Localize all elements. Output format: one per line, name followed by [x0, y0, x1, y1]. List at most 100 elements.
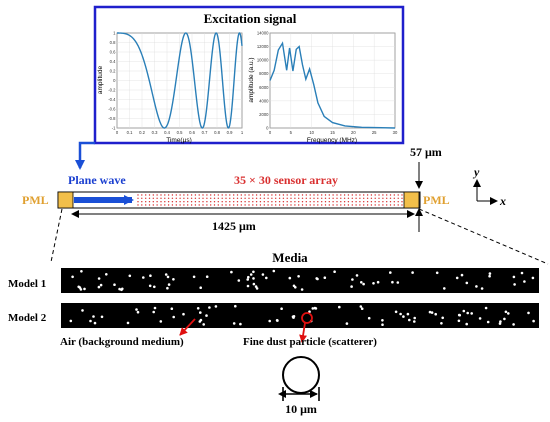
- model2-particle: [234, 304, 237, 308]
- sensor-point: [194, 204, 197, 206]
- model1-particle: [77, 285, 80, 289]
- sensor-point: [179, 194, 181, 196]
- pml-right-block: [403, 191, 420, 209]
- sensor-point: [221, 201, 223, 203]
- sensor-point: [179, 204, 181, 206]
- model1-particle: [105, 273, 108, 276]
- time-ytick-label: 0.2: [110, 69, 116, 74]
- sensor-point: [263, 201, 265, 203]
- model2-particle: [381, 323, 384, 327]
- sensor-point: [152, 194, 154, 196]
- time-ytick-label: 0: [113, 78, 116, 83]
- sensor-point: [217, 194, 219, 196]
- time-xtick-label: 0: [116, 130, 119, 135]
- model1-label: Model 1: [8, 278, 46, 290]
- sensor-point: [397, 201, 399, 203]
- sensor-point: [213, 197, 216, 199]
- model1-particle: [294, 286, 297, 289]
- model2-particle: [170, 307, 174, 311]
- model1-particle: [71, 275, 74, 279]
- particle-pointer-arrow: [299, 322, 308, 343]
- model2-particle: [93, 321, 97, 325]
- sensor-point: [393, 204, 395, 206]
- sensor-point: [363, 194, 365, 196]
- model2-particle: [159, 320, 163, 323]
- particle-zoom-circle: [282, 356, 320, 394]
- model2-particle: [153, 306, 157, 310]
- time-ytick-label: -0.2: [108, 88, 116, 93]
- model2-particle: [486, 320, 490, 324]
- sensor-point: [167, 201, 170, 203]
- model2-particle: [205, 314, 208, 317]
- time-ytick-label: 0.4: [110, 59, 116, 64]
- model2-particle: [457, 319, 461, 323]
- sensor-point: [148, 201, 151, 203]
- air-label: Air (background medium): [60, 336, 184, 348]
- sensor-point: [156, 197, 158, 199]
- model2-particle: [280, 307, 283, 311]
- sensor-point: [393, 194, 395, 196]
- sensor-point: [252, 201, 254, 203]
- model1-particle: [297, 275, 300, 278]
- sensor-point: [175, 204, 177, 206]
- sensor-point: [206, 197, 208, 199]
- sensor-point: [190, 197, 193, 199]
- model1-particle: [246, 278, 249, 281]
- model1-particle: [252, 282, 256, 286]
- sensor-point: [359, 197, 361, 199]
- sensor-point: [152, 201, 154, 203]
- model1-particle: [172, 278, 175, 281]
- model2-particle: [440, 322, 443, 325]
- sensor-point: [167, 197, 170, 199]
- time-xtick-label: 0.8: [214, 130, 220, 135]
- time-xtick-label: 0.3: [152, 130, 158, 135]
- sensor-point: [397, 204, 399, 206]
- highlighted-particle-ring: [301, 312, 313, 324]
- diameter-label: 10 μm: [285, 402, 317, 416]
- model1-particle: [118, 287, 121, 291]
- sensor-point: [210, 197, 212, 199]
- model1-particle: [128, 274, 132, 278]
- pml-left-label: PML: [22, 193, 49, 207]
- model2-particle: [478, 317, 482, 320]
- sensor-point: [282, 201, 285, 203]
- model1-particle: [164, 273, 168, 276]
- sensor-point: [309, 201, 311, 203]
- sensor-point: [248, 204, 250, 206]
- model2-label: Model 2: [8, 312, 47, 324]
- sensor-point: [171, 201, 174, 203]
- sensor-point: [351, 194, 353, 196]
- sensor-point: [221, 194, 223, 196]
- sensor-point: [374, 197, 376, 199]
- time-xtick-label: 0.4: [164, 130, 170, 135]
- sensor-point: [221, 204, 223, 206]
- model2-particle: [172, 315, 175, 319]
- sensor-point: [187, 197, 189, 199]
- sensor-point: [305, 201, 307, 203]
- sensor-point: [286, 194, 288, 196]
- model2-particle: [498, 322, 502, 325]
- sensor-point: [167, 194, 170, 196]
- sensor-point: [179, 201, 181, 203]
- sensor-point: [336, 194, 338, 196]
- media-title: Media: [272, 250, 308, 265]
- model1-particle: [435, 271, 439, 275]
- sensor-point: [202, 201, 204, 203]
- time-signal-line: [117, 32, 243, 129]
- sensor-point: [252, 194, 254, 196]
- model2-particle: [292, 315, 296, 318]
- model2-particle: [402, 315, 405, 318]
- height-label: 57 μm: [410, 145, 442, 159]
- sensor-point: [386, 197, 388, 199]
- model2-particle: [430, 311, 434, 314]
- model1-particle: [113, 283, 116, 287]
- sensor-point: [321, 197, 323, 199]
- sensor-point: [213, 204, 216, 206]
- sensor-array-label: 35 × 30 sensor array: [234, 173, 338, 187]
- freq-xtick-label: 5: [290, 130, 293, 135]
- sensor-point: [301, 197, 304, 199]
- model2-particle: [441, 316, 445, 320]
- freq-ytick-label: 14000: [257, 31, 269, 36]
- model1-particle: [475, 285, 478, 288]
- model1-particle: [300, 288, 304, 291]
